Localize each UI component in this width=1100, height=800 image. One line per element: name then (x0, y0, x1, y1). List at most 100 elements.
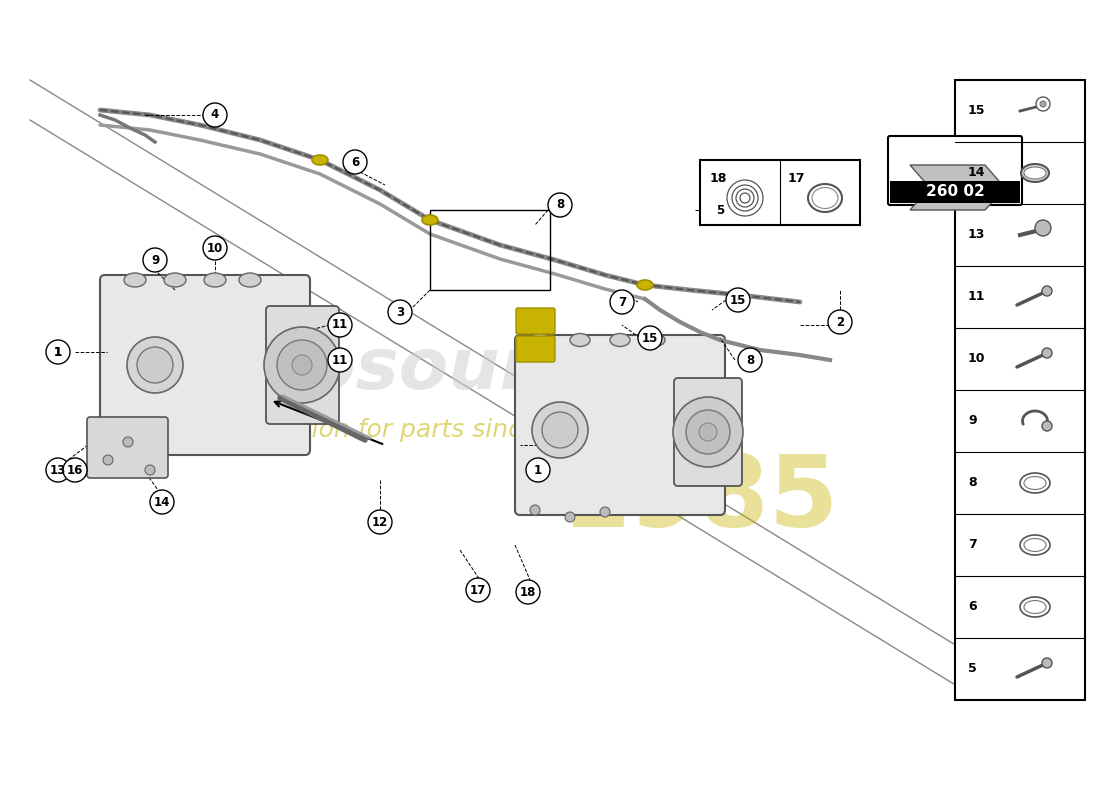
Ellipse shape (422, 215, 438, 225)
Circle shape (565, 512, 575, 522)
FancyBboxPatch shape (674, 378, 742, 486)
Circle shape (204, 236, 227, 260)
Circle shape (828, 310, 852, 334)
Circle shape (542, 412, 578, 448)
Circle shape (726, 288, 750, 312)
Ellipse shape (812, 187, 838, 209)
Circle shape (610, 290, 634, 314)
Circle shape (1042, 348, 1052, 358)
FancyBboxPatch shape (266, 306, 339, 424)
Text: 16: 16 (67, 463, 84, 477)
Circle shape (673, 397, 742, 467)
Circle shape (732, 185, 758, 211)
Ellipse shape (1024, 167, 1046, 179)
Bar (700, 160, 860, 225)
FancyBboxPatch shape (516, 336, 556, 362)
Bar (890, 181, 1020, 203)
Ellipse shape (570, 334, 590, 346)
Circle shape (388, 300, 412, 324)
Circle shape (1042, 421, 1052, 431)
Text: 17: 17 (470, 583, 486, 597)
Ellipse shape (1024, 538, 1046, 551)
Circle shape (143, 248, 167, 272)
Circle shape (204, 103, 227, 127)
Circle shape (1042, 658, 1052, 668)
Circle shape (292, 355, 312, 375)
Text: 10: 10 (207, 242, 223, 254)
Circle shape (530, 505, 540, 515)
Text: 6: 6 (351, 155, 359, 169)
Text: 1: 1 (54, 346, 62, 358)
Circle shape (103, 455, 113, 465)
Text: 11: 11 (332, 354, 348, 366)
Text: 8: 8 (968, 477, 977, 490)
Text: 15: 15 (641, 331, 658, 345)
Ellipse shape (1024, 477, 1046, 490)
Circle shape (368, 510, 392, 534)
Circle shape (740, 193, 750, 203)
Text: 18: 18 (710, 172, 727, 185)
Text: 17: 17 (788, 172, 805, 185)
Circle shape (708, 198, 732, 222)
Ellipse shape (1020, 535, 1050, 555)
Ellipse shape (1024, 601, 1046, 614)
Ellipse shape (808, 184, 842, 212)
Circle shape (638, 326, 662, 350)
FancyBboxPatch shape (515, 335, 725, 515)
Circle shape (150, 490, 174, 514)
FancyBboxPatch shape (888, 136, 1022, 205)
Ellipse shape (610, 334, 630, 346)
Circle shape (526, 458, 550, 482)
FancyBboxPatch shape (87, 417, 168, 478)
Text: 260 02: 260 02 (925, 185, 985, 199)
FancyBboxPatch shape (100, 275, 310, 455)
Circle shape (516, 580, 540, 604)
Ellipse shape (312, 155, 328, 165)
Bar (430, 210, 550, 290)
Circle shape (1040, 101, 1046, 107)
Circle shape (63, 458, 87, 482)
Ellipse shape (164, 273, 186, 287)
Text: 15: 15 (729, 294, 746, 306)
Circle shape (123, 437, 133, 447)
Ellipse shape (530, 334, 550, 346)
Circle shape (548, 193, 572, 217)
Circle shape (736, 189, 754, 207)
Circle shape (328, 348, 352, 372)
Text: 14: 14 (968, 166, 986, 179)
Circle shape (698, 423, 717, 441)
Text: 1985: 1985 (561, 451, 839, 549)
Circle shape (738, 348, 762, 372)
Text: eurosources: eurosources (169, 335, 670, 405)
FancyBboxPatch shape (516, 308, 556, 334)
Text: 14: 14 (154, 495, 170, 509)
Text: 11: 11 (968, 290, 986, 303)
Ellipse shape (124, 273, 146, 287)
Circle shape (1042, 286, 1052, 296)
Text: 9: 9 (968, 414, 977, 427)
Text: 5: 5 (716, 203, 724, 217)
Ellipse shape (239, 273, 261, 287)
Text: 7: 7 (618, 295, 626, 309)
Text: 15: 15 (968, 105, 986, 118)
Bar (955, 80, 1085, 700)
Polygon shape (910, 165, 1005, 210)
Circle shape (1036, 97, 1050, 111)
Text: 10: 10 (968, 353, 986, 366)
Circle shape (532, 402, 588, 458)
Text: 13: 13 (968, 229, 986, 242)
Circle shape (466, 578, 490, 602)
Text: 5: 5 (968, 662, 977, 675)
Text: 6: 6 (968, 601, 977, 614)
Circle shape (46, 340, 70, 364)
Circle shape (343, 150, 367, 174)
Circle shape (126, 337, 183, 393)
Circle shape (46, 458, 70, 482)
Text: 12: 12 (372, 515, 388, 529)
Ellipse shape (1020, 597, 1050, 617)
Circle shape (600, 507, 610, 517)
Circle shape (138, 347, 173, 383)
Ellipse shape (637, 280, 653, 290)
Text: 8: 8 (556, 198, 564, 211)
Text: a passion for parts since 1985: a passion for parts since 1985 (231, 418, 609, 442)
